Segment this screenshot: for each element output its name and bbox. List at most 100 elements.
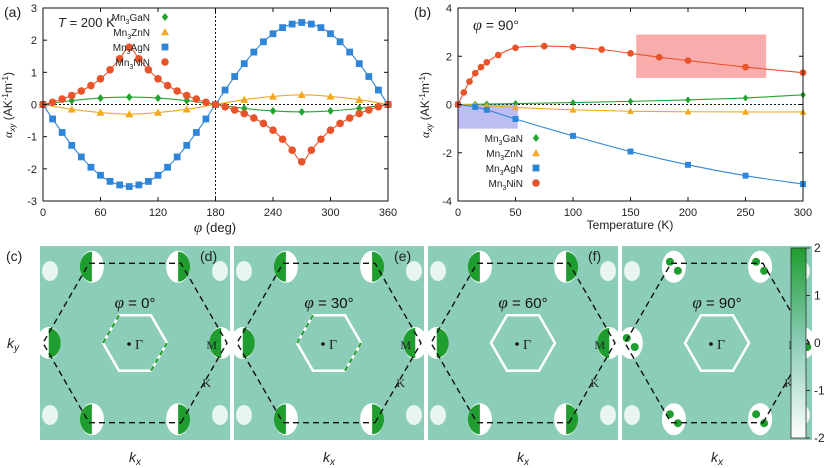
edge-lobe: [600, 261, 616, 281]
point-Mn3NiN-50: [87, 81, 95, 90]
point-Mn3AgN-210: [240, 60, 248, 68]
point-Mn3AgN-340: [365, 73, 373, 80]
point-Mn3NiN-200: [684, 57, 692, 64]
point-Mn3NiN-125: [598, 46, 606, 53]
berry-curvature-maps: Γ MKφ = 0°(c)kxΓ MKφ = 30°(d)kxΓ MKφ = 60°(…: [6, 246, 816, 468]
point-Mn3ZnN-330: [355, 95, 364, 103]
point-Mn3AgN-80: [116, 181, 124, 189]
point-Mn3ZnN-30: [67, 105, 76, 113]
phi-symbol: φ: [473, 17, 482, 34]
y-tick-label: -4: [442, 196, 452, 208]
legend-label-part: GaN: [129, 13, 150, 24]
gamma-point: [709, 342, 713, 346]
point-Mn3AgN-230: [260, 38, 267, 46]
legend-label-part: Mn: [485, 134, 499, 145]
point-Mn3AgN-250: [279, 24, 286, 32]
legend-marker-Mn3NiN: [161, 58, 169, 66]
curvature-lobe-green: [209, 328, 222, 358]
point-Mn3AgN-130: [164, 163, 171, 171]
point-Mn3NiN-180: [211, 100, 220, 109]
legend-label: Mn3GaN: [485, 134, 523, 147]
x-tick-label: 200: [679, 207, 697, 219]
x-tick-label: 180: [206, 207, 224, 219]
point-Mn3NiN-60: [96, 74, 105, 83]
point-Mn3ZnN-270: [297, 90, 306, 99]
point-Mn3AgN-110: [145, 177, 152, 185]
k-point-label: K: [202, 376, 211, 390]
curvature-lobe-green: [79, 251, 92, 282]
curvature-lobe-green: [673, 266, 682, 275]
y-tick-label: 1: [31, 67, 37, 79]
legend-label-part: Mn: [112, 13, 126, 24]
point-Mn3NiN-330: [355, 109, 364, 118]
point-Mn3GaN-200: [685, 96, 691, 104]
curvature-lobe-green: [48, 328, 61, 358]
point-Mn3AgN-220: [250, 48, 258, 56]
y-axis-exp: -1: [1, 93, 10, 101]
point-Mn3AgN-120: [154, 171, 162, 179]
y-axis-unit: m: [418, 83, 432, 93]
point-Mn3NiN-150: [627, 50, 634, 57]
curvature-lobe-green: [79, 404, 92, 435]
point-Mn3NiN-50: [512, 44, 519, 52]
y-tick-label: -2: [442, 148, 452, 160]
point-Mn3AgN-70: [106, 177, 114, 185]
legend-label-part: NiN: [133, 58, 150, 69]
legend-marker-Mn3GaN: [161, 13, 169, 21]
point-Mn3NiN-320: [345, 114, 354, 122]
legend-label: Mn3ZnN: [113, 28, 150, 41]
point-Mn3NiN-230: [259, 119, 268, 128]
point-Mn3GaN-60: [97, 94, 104, 103]
point-Mn3NiN-270: [297, 157, 306, 166]
point-Mn3GaN-150: [183, 96, 190, 105]
legend-label-sub: 3: [127, 49, 131, 56]
angle-value: = 0°: [124, 295, 155, 312]
point-Mn3AgN-25: [483, 106, 490, 113]
legend-label-part: AgN: [131, 43, 150, 54]
point-Mn3GaN-210: [241, 104, 248, 113]
angle-label: φ = 0°: [115, 293, 156, 312]
legend-label-part: Mn: [116, 58, 130, 69]
kx-label: kx: [711, 449, 724, 468]
x-axis-label: φ (deg): [194, 220, 236, 236]
heatmap-background: [40, 246, 230, 440]
angle-symbol: φ: [304, 293, 313, 312]
colorbar-bar: [790, 247, 807, 439]
curvature-lobe-green: [467, 251, 480, 282]
x-tick-label: 240: [264, 207, 282, 219]
legend-label-sub: 3: [502, 185, 506, 192]
curvature-lobe-white: [748, 403, 773, 436]
x-tick-label: 60: [94, 207, 106, 219]
legend-label: Mn3AgN: [486, 164, 523, 177]
point-Mn3GaN-150: [627, 97, 634, 105]
legend-label-part: Mn: [113, 43, 127, 54]
x-tick-label: 0: [455, 207, 461, 219]
legend-label-part: Mn: [486, 149, 500, 160]
curvature-lobe-green: [752, 410, 761, 419]
k-point-label: K: [590, 376, 599, 390]
point-Mn3NiN-70: [106, 65, 114, 74]
kx-sub: x: [135, 457, 142, 468]
y-axis-unit: ): [418, 72, 432, 76]
curvature-lobe-green: [630, 343, 639, 351]
k-point-label: K: [784, 376, 793, 390]
point-Mn3AgN-50: [512, 116, 519, 122]
point-Mn3NiN-220: [250, 114, 258, 122]
curvature-lobe-green: [673, 419, 682, 428]
point-Mn3NiN-15: [471, 69, 479, 77]
y-axis-sub: xy: [425, 123, 434, 133]
point-Mn3ZnN-200: [684, 108, 692, 115]
legend-label: Mn3NiN: [489, 179, 523, 192]
point-Mn3AgN-190: [221, 86, 229, 94]
y-axis-exp: -1: [418, 93, 427, 101]
kx-symbol: k: [129, 449, 137, 465]
curvature-lobe-green: [403, 328, 416, 358]
k-point-label: K: [396, 376, 405, 390]
point-Mn3NiN-140: [173, 87, 181, 95]
legend-label-part: Mn: [113, 28, 127, 39]
point-Mn3ZnN-210: [240, 95, 249, 103]
point-Mn3AgN-320: [346, 48, 354, 56]
y-tick-label: -1: [27, 132, 37, 144]
curvature-lobe-green: [752, 257, 761, 266]
point-Mn3AgN-15: [472, 103, 479, 110]
